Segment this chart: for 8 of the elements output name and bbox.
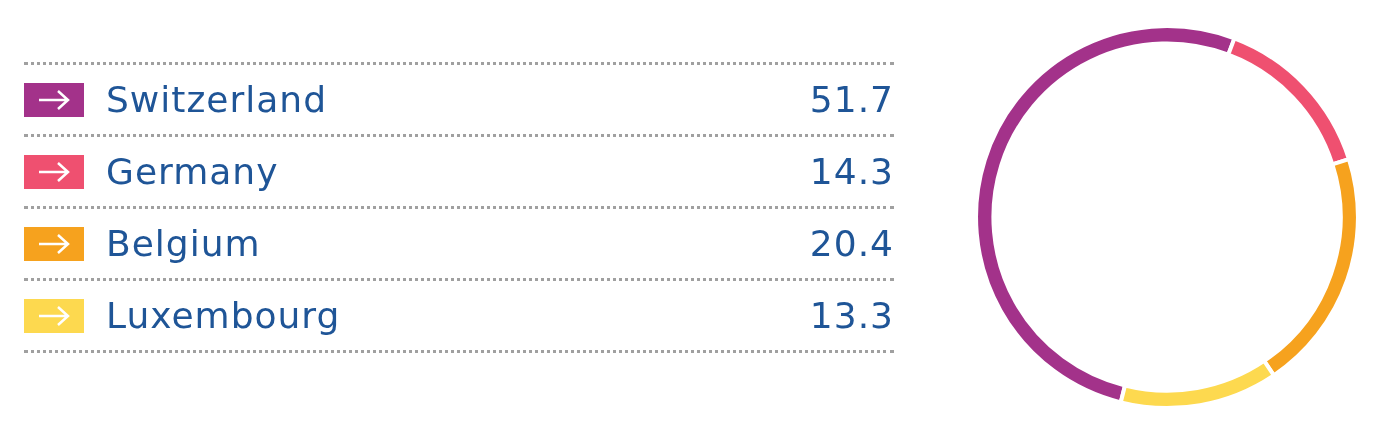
legend-label: Germany: [106, 151, 280, 192]
legend-label: Luxembourg: [106, 295, 342, 336]
data-label: 20.4: [809, 223, 894, 264]
data-label: 51.7: [809, 79, 894, 120]
legend-label: Switzerland: [106, 79, 328, 120]
data-label: 13.3: [809, 295, 894, 336]
data-label: 14.3: [809, 151, 894, 192]
legend-label: Belgium: [106, 223, 262, 264]
